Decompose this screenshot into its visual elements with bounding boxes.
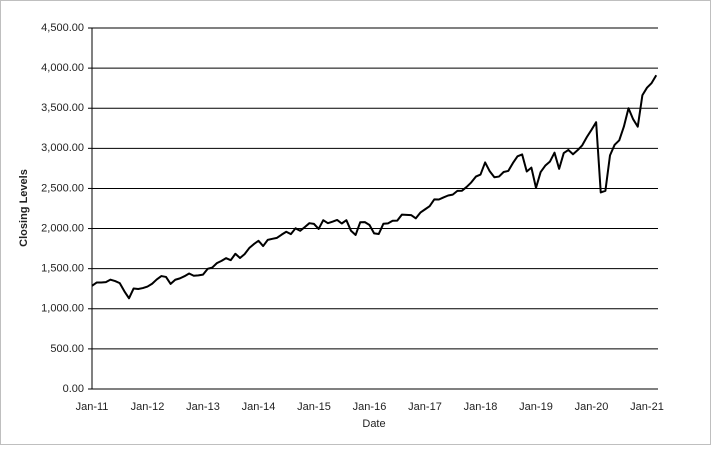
x-tick-label: Jan-17 — [408, 401, 442, 413]
y-tick-label: 4,500.00 — [41, 22, 84, 34]
x-tick-label: Jan-19 — [519, 401, 553, 413]
x-tick-label: Jan-14 — [242, 401, 276, 413]
line — [91, 74, 658, 300]
x-tick-label: Jan-18 — [464, 401, 498, 413]
y-tick-label: 1,500.00 — [41, 263, 84, 275]
x-tick-label: Jan-20 — [575, 401, 609, 413]
y-tick-label: 2,500.00 — [41, 182, 84, 194]
y-axis-label: Closing Levels — [18, 169, 30, 247]
y-tick-label: 1,000.00 — [41, 303, 84, 315]
x-tick-label: Jan-15 — [297, 401, 331, 413]
x-tick-label: Jan-12 — [131, 401, 165, 413]
x-tick-label: Jan-13 — [186, 401, 220, 413]
y-tick-label: 500.00 — [50, 343, 84, 355]
x-tick-label: Jan-16 — [353, 401, 387, 413]
x-tick-label: Jan-11 — [76, 401, 109, 413]
y-tick-label: 4,000.00 — [41, 62, 84, 74]
y-tick-label: 2,000.00 — [41, 222, 84, 234]
x-tick-label: Jan-21 — [630, 401, 664, 413]
y-tick-label: 3,000.00 — [41, 142, 84, 154]
y-tick-label: 0.00 — [63, 383, 84, 395]
y-tick-label: 3,500.00 — [41, 102, 84, 114]
x-axis-label: Date — [362, 418, 385, 430]
